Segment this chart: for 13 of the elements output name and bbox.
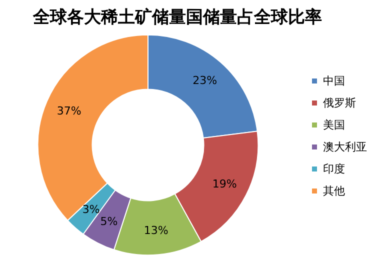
legend-label: 其他 xyxy=(323,184,345,198)
legend-label: 中国 xyxy=(323,74,345,88)
data-label: 5% xyxy=(100,215,118,228)
data-label: 13% xyxy=(144,224,168,238)
legend-label: 美国 xyxy=(323,118,345,132)
legend-label: 俄罗斯 xyxy=(323,96,356,110)
data-label: 23% xyxy=(192,74,218,88)
legend-label: 澳大利亚 xyxy=(323,140,367,154)
data-label: 3% xyxy=(82,202,100,216)
data-label: 37% xyxy=(56,104,82,118)
data-label: 19% xyxy=(212,178,237,191)
legend-label: 印度 xyxy=(323,162,345,176)
chart-title: 全球各大稀土矿储量国储量占全球比率 xyxy=(32,8,322,28)
